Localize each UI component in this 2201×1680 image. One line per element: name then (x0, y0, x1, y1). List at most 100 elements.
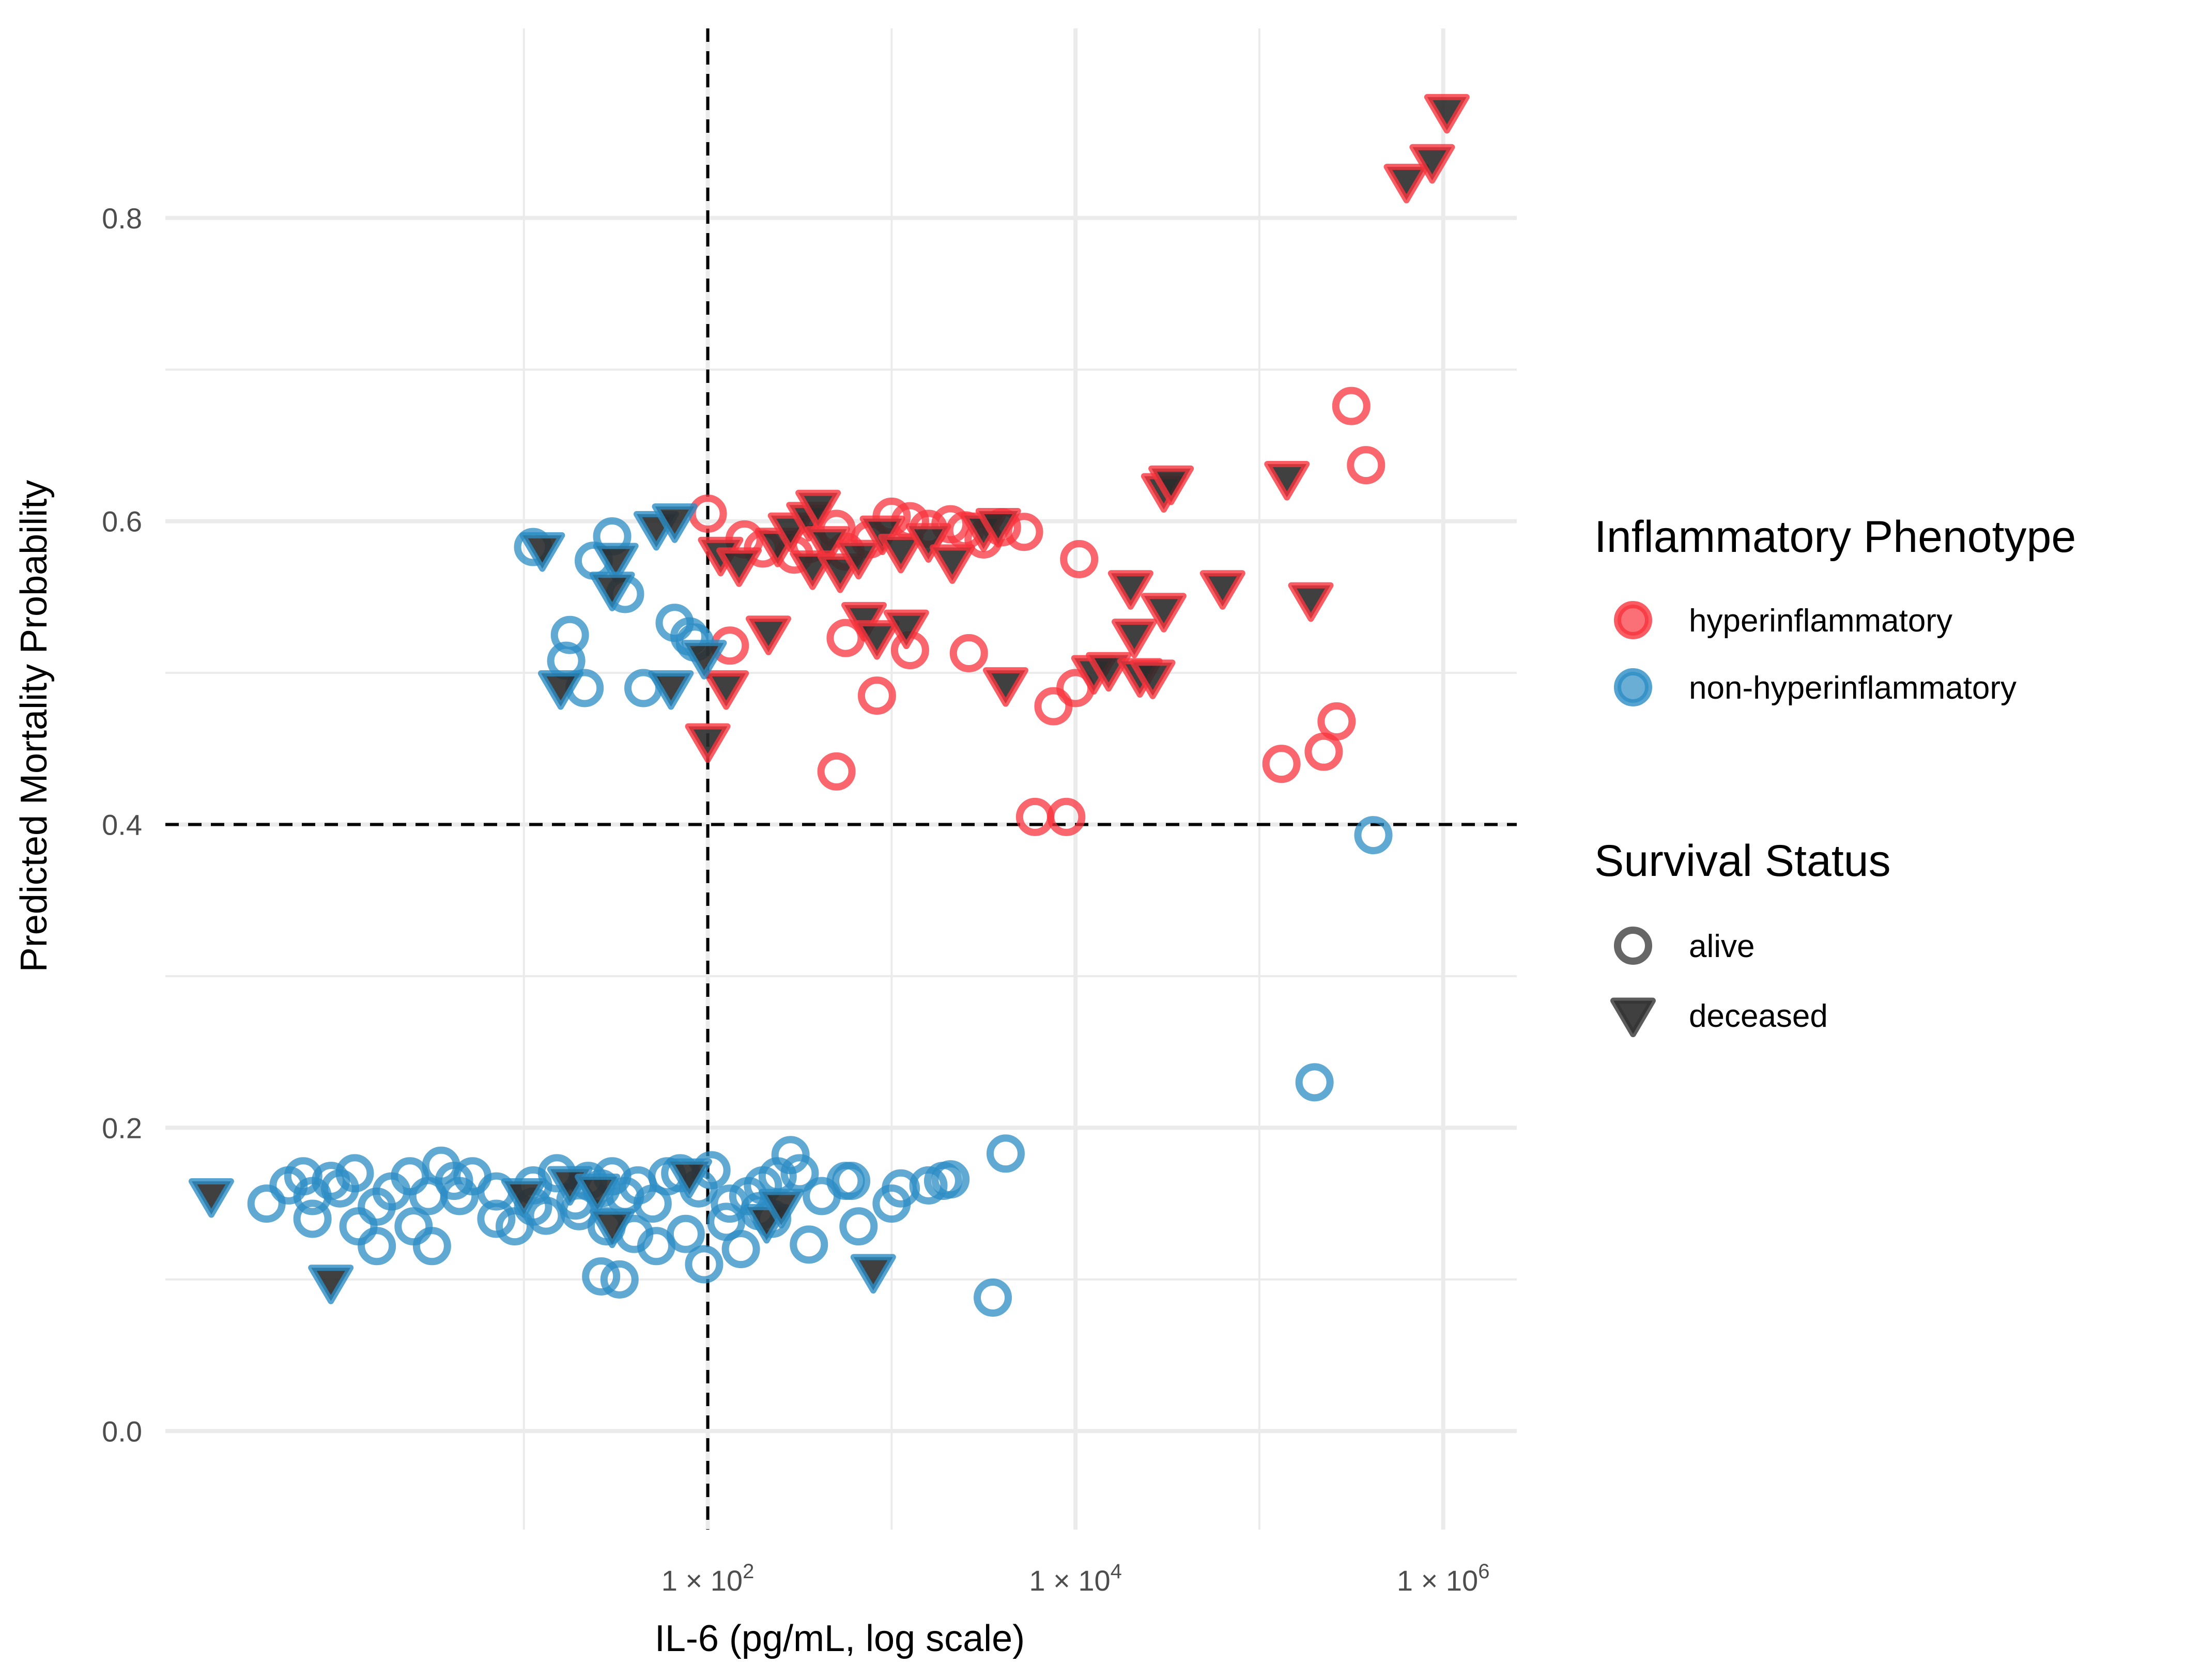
x-tick-label: 1 × 102 (661, 1560, 755, 1597)
point-non-hyperinflammatory-deceased (519, 532, 565, 572)
point-non-hyperinflammatory-alive (247, 1184, 286, 1223)
point-non-hyperinflammatory-deceased (188, 1178, 234, 1218)
y-tick-label: 0.0 (102, 1415, 142, 1447)
legend-color-keys: hyperinflammatory non-hyperinflammatory (1614, 601, 2017, 706)
point-non-hyperinflammatory-deceased (537, 670, 583, 710)
point-hyperinflammatory-deceased (1130, 659, 1176, 699)
point-hyperinflammatory-alive (1034, 687, 1073, 726)
point-non-hyperinflammatory-deceased (593, 543, 639, 583)
point-hyperinflammatory-deceased (878, 533, 924, 574)
point-non-hyperinflammatory-alive (358, 1227, 396, 1266)
point-non-hyperinflammatory-alive (839, 1207, 878, 1246)
point-non-hyperinflammatory-alive (335, 1154, 374, 1193)
y-tick-label: 0.4 (102, 809, 142, 841)
point-hyperinflammatory-deceased (1264, 461, 1310, 501)
point-non-hyperinflammatory-deceased (575, 1174, 621, 1213)
point-non-hyperinflammatory-alive (582, 1257, 621, 1296)
legend-key-deceased (1610, 997, 1656, 1038)
point-hyperinflammatory-deceased (1288, 582, 1334, 622)
point-hyperinflammatory-alive (1015, 797, 1054, 836)
point-hyperinflammatory-alive (1317, 702, 1356, 741)
y-tick-label: 0.8 (102, 202, 142, 235)
point-non-hyperinflammatory-alive (986, 1134, 1025, 1173)
point-non-hyperinflammatory-deceased (589, 1208, 635, 1249)
point-hyperinflammatory-deceased (745, 615, 791, 655)
point-hyperinflammatory-deceased (795, 489, 841, 530)
point-hyperinflammatory-deceased (1111, 619, 1157, 658)
point-hyperinflammatory-alive (1347, 446, 1386, 485)
y-tick-label: 0.2 (102, 1112, 142, 1144)
point-non-hyperinflammatory-alive (666, 1214, 705, 1253)
point-hyperinflammatory-deceased (836, 540, 882, 580)
point-non-hyperinflammatory-alive (293, 1199, 332, 1238)
legend-shape-title: Survival Status (1594, 836, 1891, 886)
point-hyperinflammatory-deceased (1383, 163, 1429, 204)
x-axis-title: IL-6 (pg/mL, log scale) (655, 1618, 1025, 1659)
legend-key-non-hyperinflammatory (1614, 668, 1652, 706)
y-tick-label: 0.6 (102, 505, 142, 538)
point-non-hyperinflammatory-alive (721, 1230, 760, 1269)
point-non-hyperinflammatory-alive (974, 1278, 1012, 1317)
point-hyperinflammatory-alive (1060, 540, 1099, 579)
legend-color-title: Inflammatory Phenotype (1594, 512, 2076, 562)
point-hyperinflammatory-deceased (1141, 593, 1187, 633)
point-hyperinflammatory-alive (817, 752, 856, 791)
point-non-hyperinflammatory-alive (790, 1225, 828, 1264)
point-non-hyperinflammatory-alive (931, 1160, 970, 1199)
point-hyperinflammatory-alive (1332, 387, 1371, 425)
point-hyperinflammatory-deceased (929, 544, 975, 584)
point-non-hyperinflammatory-deceased (681, 640, 727, 680)
point-hyperinflammatory-alive (1304, 732, 1343, 771)
point-hyperinflammatory-deceased (854, 620, 900, 660)
point-non-hyperinflammatory-alive (685, 1245, 724, 1284)
point-non-hyperinflammatory-alive (1295, 1063, 1334, 1102)
legend: Inflammatory Phenotype hyperinflammatory… (1594, 512, 2076, 1038)
legend-label-non-hyperinflammatory: non-hyperinflammatory (1689, 670, 2017, 706)
point-non-hyperinflammatory-alive (826, 1162, 865, 1200)
point-non-hyperinflammatory-alive (771, 1136, 810, 1175)
point-hyperinflammatory-deceased (1148, 465, 1194, 505)
point-non-hyperinflammatory-alive (440, 1177, 479, 1215)
legend-shape-keys: alive deceased (1610, 927, 1828, 1038)
point-non-hyperinflammatory-deceased (666, 1158, 712, 1198)
x-tick-labels: 1 × 102 1 × 104 1 × 106 (661, 1560, 1490, 1597)
point-hyperinflammatory-alive (857, 676, 896, 715)
data-points (188, 94, 1470, 1317)
point-non-hyperinflammatory-alive (550, 615, 589, 654)
point-hyperinflammatory-deceased (703, 670, 749, 710)
y-axis-title: Predicted Mortality Probability (13, 480, 55, 972)
point-non-hyperinflammatory-deceased (589, 572, 635, 611)
point-hyperinflammatory-deceased (1199, 570, 1245, 610)
point-non-hyperinflammatory-deceased (308, 1265, 354, 1304)
point-non-hyperinflammatory-alive (477, 1199, 516, 1238)
point-hyperinflammatory-deceased (975, 507, 1021, 548)
legend-label-deceased: deceased (1689, 998, 1828, 1034)
point-non-hyperinflammatory-deceased (850, 1254, 896, 1294)
point-non-hyperinflammatory-deceased (652, 503, 698, 543)
point-hyperinflammatory-alive (1047, 797, 1086, 836)
point-hyperinflammatory-alive (949, 634, 988, 672)
point-hyperinflammatory-deceased (982, 667, 1028, 707)
point-non-hyperinflammatory-deceased (501, 1178, 547, 1218)
point-hyperinflammatory-deceased (1107, 570, 1153, 610)
legend-key-hyperinflammatory (1614, 601, 1652, 639)
point-non-hyperinflammatory-deceased (648, 670, 694, 710)
point-non-hyperinflammatory-alive (600, 1260, 639, 1299)
grid (165, 28, 1517, 1530)
x-tick-label: 1 × 104 (1029, 1560, 1122, 1597)
point-hyperinflammatory-deceased (883, 609, 929, 650)
point-non-hyperinflammatory-alive (339, 1207, 378, 1246)
point-hyperinflammatory-alive (1262, 745, 1301, 783)
legend-label-alive: alive (1689, 929, 1755, 964)
point-non-hyperinflammatory-deceased (758, 1189, 804, 1229)
y-tick-labels: 0.0 0.2 0.4 0.6 0.8 (102, 202, 142, 1447)
point-hyperinflammatory-deceased (716, 547, 762, 587)
point-non-hyperinflammatory-alive (394, 1207, 433, 1246)
point-non-hyperinflammatory-alive (1354, 816, 1393, 855)
x-tick-label: 1 × 106 (1397, 1560, 1490, 1597)
reference-lines (165, 28, 1517, 1530)
legend-label-hyperinflammatory: hyperinflammatory (1689, 603, 1952, 639)
point-hyperinflammatory-deceased (685, 723, 731, 763)
point-hyperinflammatory-deceased (905, 523, 951, 563)
